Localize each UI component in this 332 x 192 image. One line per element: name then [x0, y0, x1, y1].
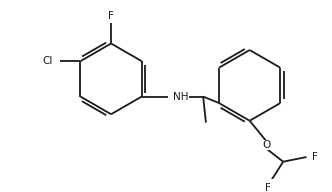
Text: F: F	[265, 183, 271, 192]
Text: F: F	[312, 152, 318, 162]
Text: NH: NH	[173, 92, 189, 102]
Text: O: O	[262, 140, 271, 150]
Text: Cl: Cl	[42, 56, 52, 66]
Text: F: F	[108, 11, 114, 21]
